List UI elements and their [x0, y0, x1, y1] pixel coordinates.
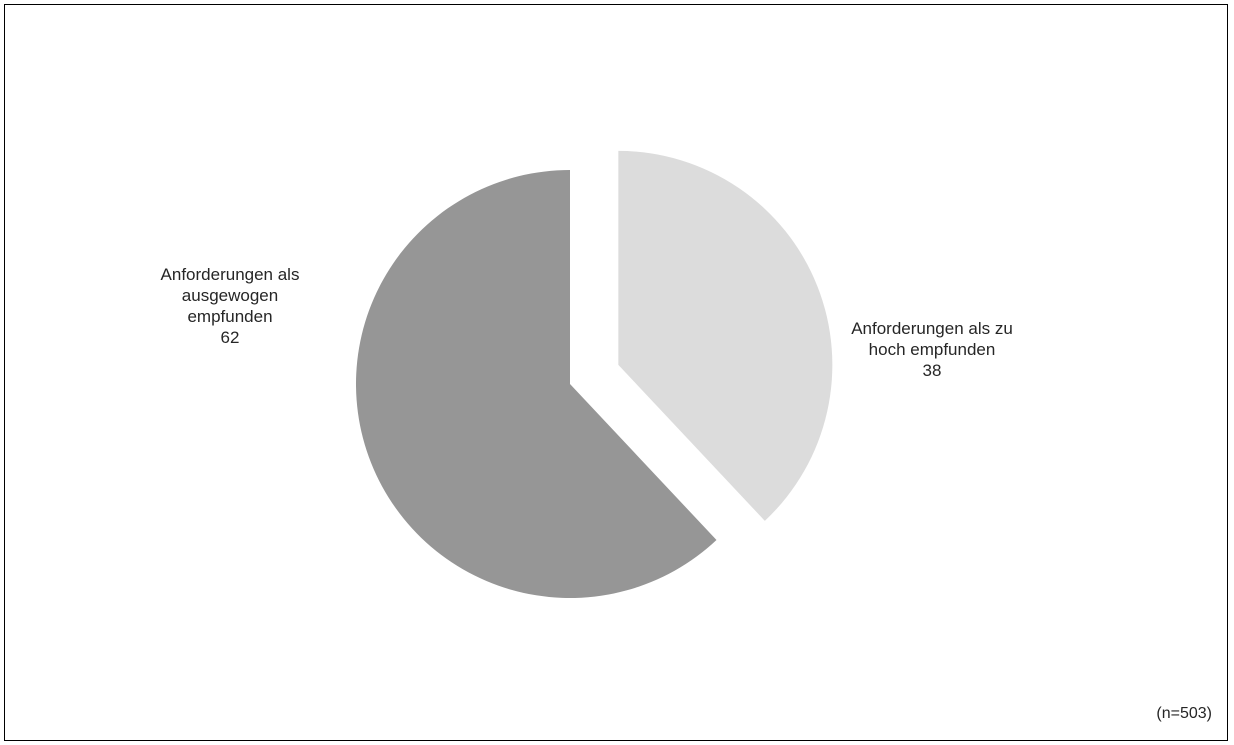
slice-value-ausgewogen: 62 — [220, 328, 240, 347]
sample-size-note: (n=503) — [1156, 705, 1212, 722]
chart-frame — [4, 4, 1228, 741]
slice-label-ausgewogen: Anforderungen als ausgewogen empfunden 6… — [120, 264, 340, 348]
slice-label-zu-hoch-line-1: Anforderungen als zu — [851, 319, 1013, 338]
slice-label-ausgewogen-line-3: empfunden — [187, 307, 273, 326]
pie-slice-zu-hoch — [618, 150, 833, 521]
slice-value-zu-hoch: 38 — [922, 361, 942, 380]
slice-label-zu-hoch-line-2: hoch empfunden — [868, 340, 996, 359]
pie-slice-ausgewogen — [355, 170, 717, 598]
slice-label-ausgewogen-line-2: ausgewogen — [181, 286, 279, 305]
slice-label-zu-hoch: Anforderungen als zu hoch empfunden 38 — [828, 318, 1036, 381]
slice-label-ausgewogen-line-1: Anforderungen als — [160, 265, 300, 284]
